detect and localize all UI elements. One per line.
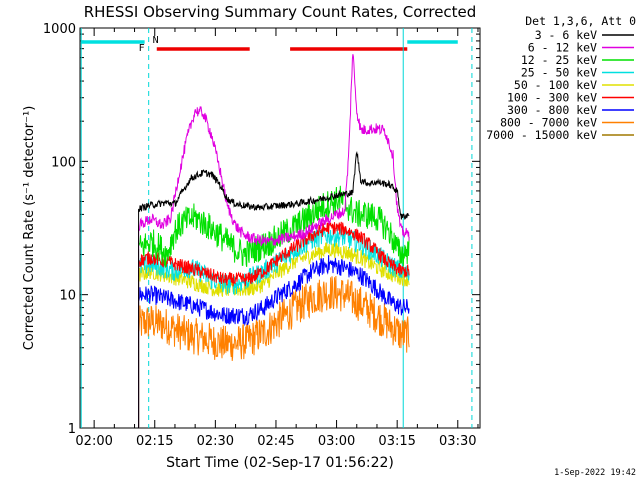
series-line-7 — [138, 275, 410, 361]
series-line-4 — [138, 242, 410, 297]
x-tick-label: 02:00 — [75, 434, 112, 449]
x-tick-label: 02:15 — [136, 434, 173, 449]
x-tick-label: 03:00 — [318, 434, 355, 449]
series-line-2 — [138, 185, 410, 268]
legend-label: 3 - 6 keV — [535, 28, 597, 42]
legend-label: 50 - 100 keV — [514, 78, 597, 92]
series-line-1 — [138, 54, 410, 247]
x-tick-label: 02:45 — [257, 434, 294, 449]
legend-label: 25 - 50 keV — [521, 66, 597, 80]
series-line-3 — [138, 225, 410, 295]
y-tick-label: 100 — [51, 155, 76, 170]
legend-label: 300 - 800 keV — [507, 103, 597, 117]
legend-label: 6 - 12 keV — [528, 41, 597, 55]
y-tick-label: 1 — [68, 422, 76, 437]
footer-timestamp: 1-Sep-2022 19:42 — [554, 468, 636, 478]
flag-bars: NF — [80, 28, 473, 428]
x-tick-label: 03:15 — [378, 434, 415, 449]
x-tick-label: 03:30 — [439, 434, 476, 449]
x-tick-label: 02:30 — [197, 434, 234, 449]
legend-label: 100 - 300 keV — [507, 91, 597, 105]
y-tick-label: 10 — [59, 289, 76, 304]
series-line-0 — [138, 150, 410, 220]
legend-title: Det 1,3,6, Att 0 — [525, 14, 636, 28]
series-line-6 — [138, 255, 410, 327]
legend-label: 7000 - 15000 keV — [486, 128, 597, 142]
series-line-5 — [138, 221, 410, 287]
legend-label: 12 - 25 keV — [521, 53, 597, 67]
night-flag-label: N — [153, 35, 159, 46]
plot-area — [79, 27, 481, 429]
axis-ticks: 02:00 02:15 02:30 02:45 03:00 03:15 03:30 1 10 10… — [43, 22, 480, 449]
flare-flag-label: F — [139, 43, 145, 54]
plot-frame — [79, 27, 481, 429]
y-tick-label: 1000 — [43, 22, 76, 37]
series-lines — [138, 54, 410, 428]
legend-label: 800 - 7000 keV — [500, 116, 597, 130]
y-axis-label: Corrected Count Rate (s⁻¹ detector⁻¹) — [22, 106, 37, 351]
chart-title: RHESSI Observing Summary Count Rates, Co… — [84, 3, 477, 21]
x-axis-label: Start Time (02-Sep-17 01:56:22) — [166, 455, 394, 471]
